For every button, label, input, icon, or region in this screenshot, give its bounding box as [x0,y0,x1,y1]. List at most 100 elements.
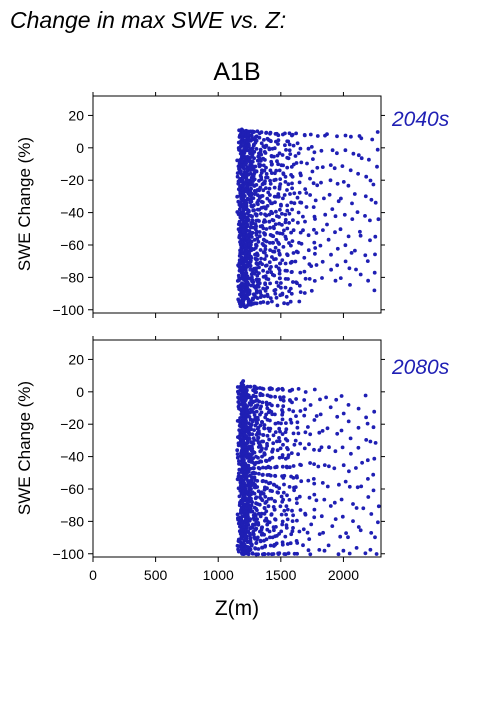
data-point [363,194,368,199]
data-point [348,168,353,173]
data-point [277,221,282,226]
data-point [285,446,289,450]
data-point [308,132,313,137]
data-point [247,263,252,267]
data-point [278,207,282,212]
data-point [291,431,296,436]
data-point [273,291,278,296]
data-point [235,385,240,389]
data-point [299,200,304,205]
data-point [248,424,253,428]
data-point [264,213,269,218]
data-point [277,551,282,556]
data-point [360,460,364,465]
data-point [372,288,377,293]
data-point [288,286,293,291]
data-point [237,235,242,240]
data-point [306,146,311,151]
data-point [346,403,351,407]
data-point [272,146,277,151]
data-point [319,148,324,153]
data-point [347,469,351,474]
data-point [294,280,298,285]
data-point [284,523,289,528]
data-point [309,288,314,293]
data-point [284,464,289,469]
data-point [257,432,262,436]
data-point [266,190,271,195]
data-point [259,459,264,464]
data-point [263,158,267,162]
data-point [266,552,271,556]
data-point [277,151,282,156]
data-point [250,419,255,424]
data-point [289,291,294,296]
data-point [287,485,292,489]
data-point [301,214,305,219]
data-point [306,478,311,483]
data-point [271,234,276,239]
data-point [309,145,314,149]
data-point [287,142,292,147]
data-point [249,499,254,504]
data-point [254,233,259,237]
data-point [254,409,259,414]
data-point [248,213,253,218]
data-point [275,439,279,444]
data-point [254,147,259,151]
data-point [259,152,264,157]
data-point [289,532,294,537]
data-point [257,466,262,471]
data-point [293,438,298,443]
panel-2040s: 20 0 −20 −40 −60 −80 −100 2040s SWE Change (%) [15,92,450,318]
data-point [250,159,255,164]
data-point [285,203,290,208]
data-point [280,464,285,469]
data-point [356,406,361,411]
data-point [326,543,331,548]
data-point [245,404,250,408]
data-point [251,516,256,521]
data-point [238,292,242,297]
x-tick-label: 1000 [203,567,234,583]
data-point [279,512,284,517]
data-point [312,507,317,512]
data-point [297,190,302,195]
data-point [251,149,255,154]
data-point [247,415,252,419]
data-point [373,200,378,205]
data-point [235,452,240,456]
data-point [267,437,271,442]
data-point [356,425,361,430]
data-point [296,452,300,457]
data-point [365,421,370,426]
data-point [263,244,268,249]
y-tick-label: −60 [60,481,84,497]
data-point [279,281,283,285]
data-point [311,157,315,162]
data-point [249,503,254,508]
data-point [281,395,286,399]
data-point [259,293,264,298]
data-point [286,453,291,457]
x-tick-label: 500 [144,567,168,583]
data-point [307,442,311,447]
data-point [250,275,254,280]
data-point [335,246,340,251]
plot-frame-2080s [92,339,382,558]
data-point [261,433,265,437]
data-point [291,526,295,530]
data-point [240,469,245,474]
y-tick-label: 20 [68,107,84,123]
data-point [276,133,281,138]
data-point [343,243,348,248]
data-point [294,161,299,165]
data-point [268,241,272,245]
data-point [254,501,258,506]
data-point [274,168,279,173]
data-point [262,451,267,455]
data-point [303,219,307,224]
data-point [268,296,273,300]
data-point [280,258,285,262]
data-point [268,178,272,183]
